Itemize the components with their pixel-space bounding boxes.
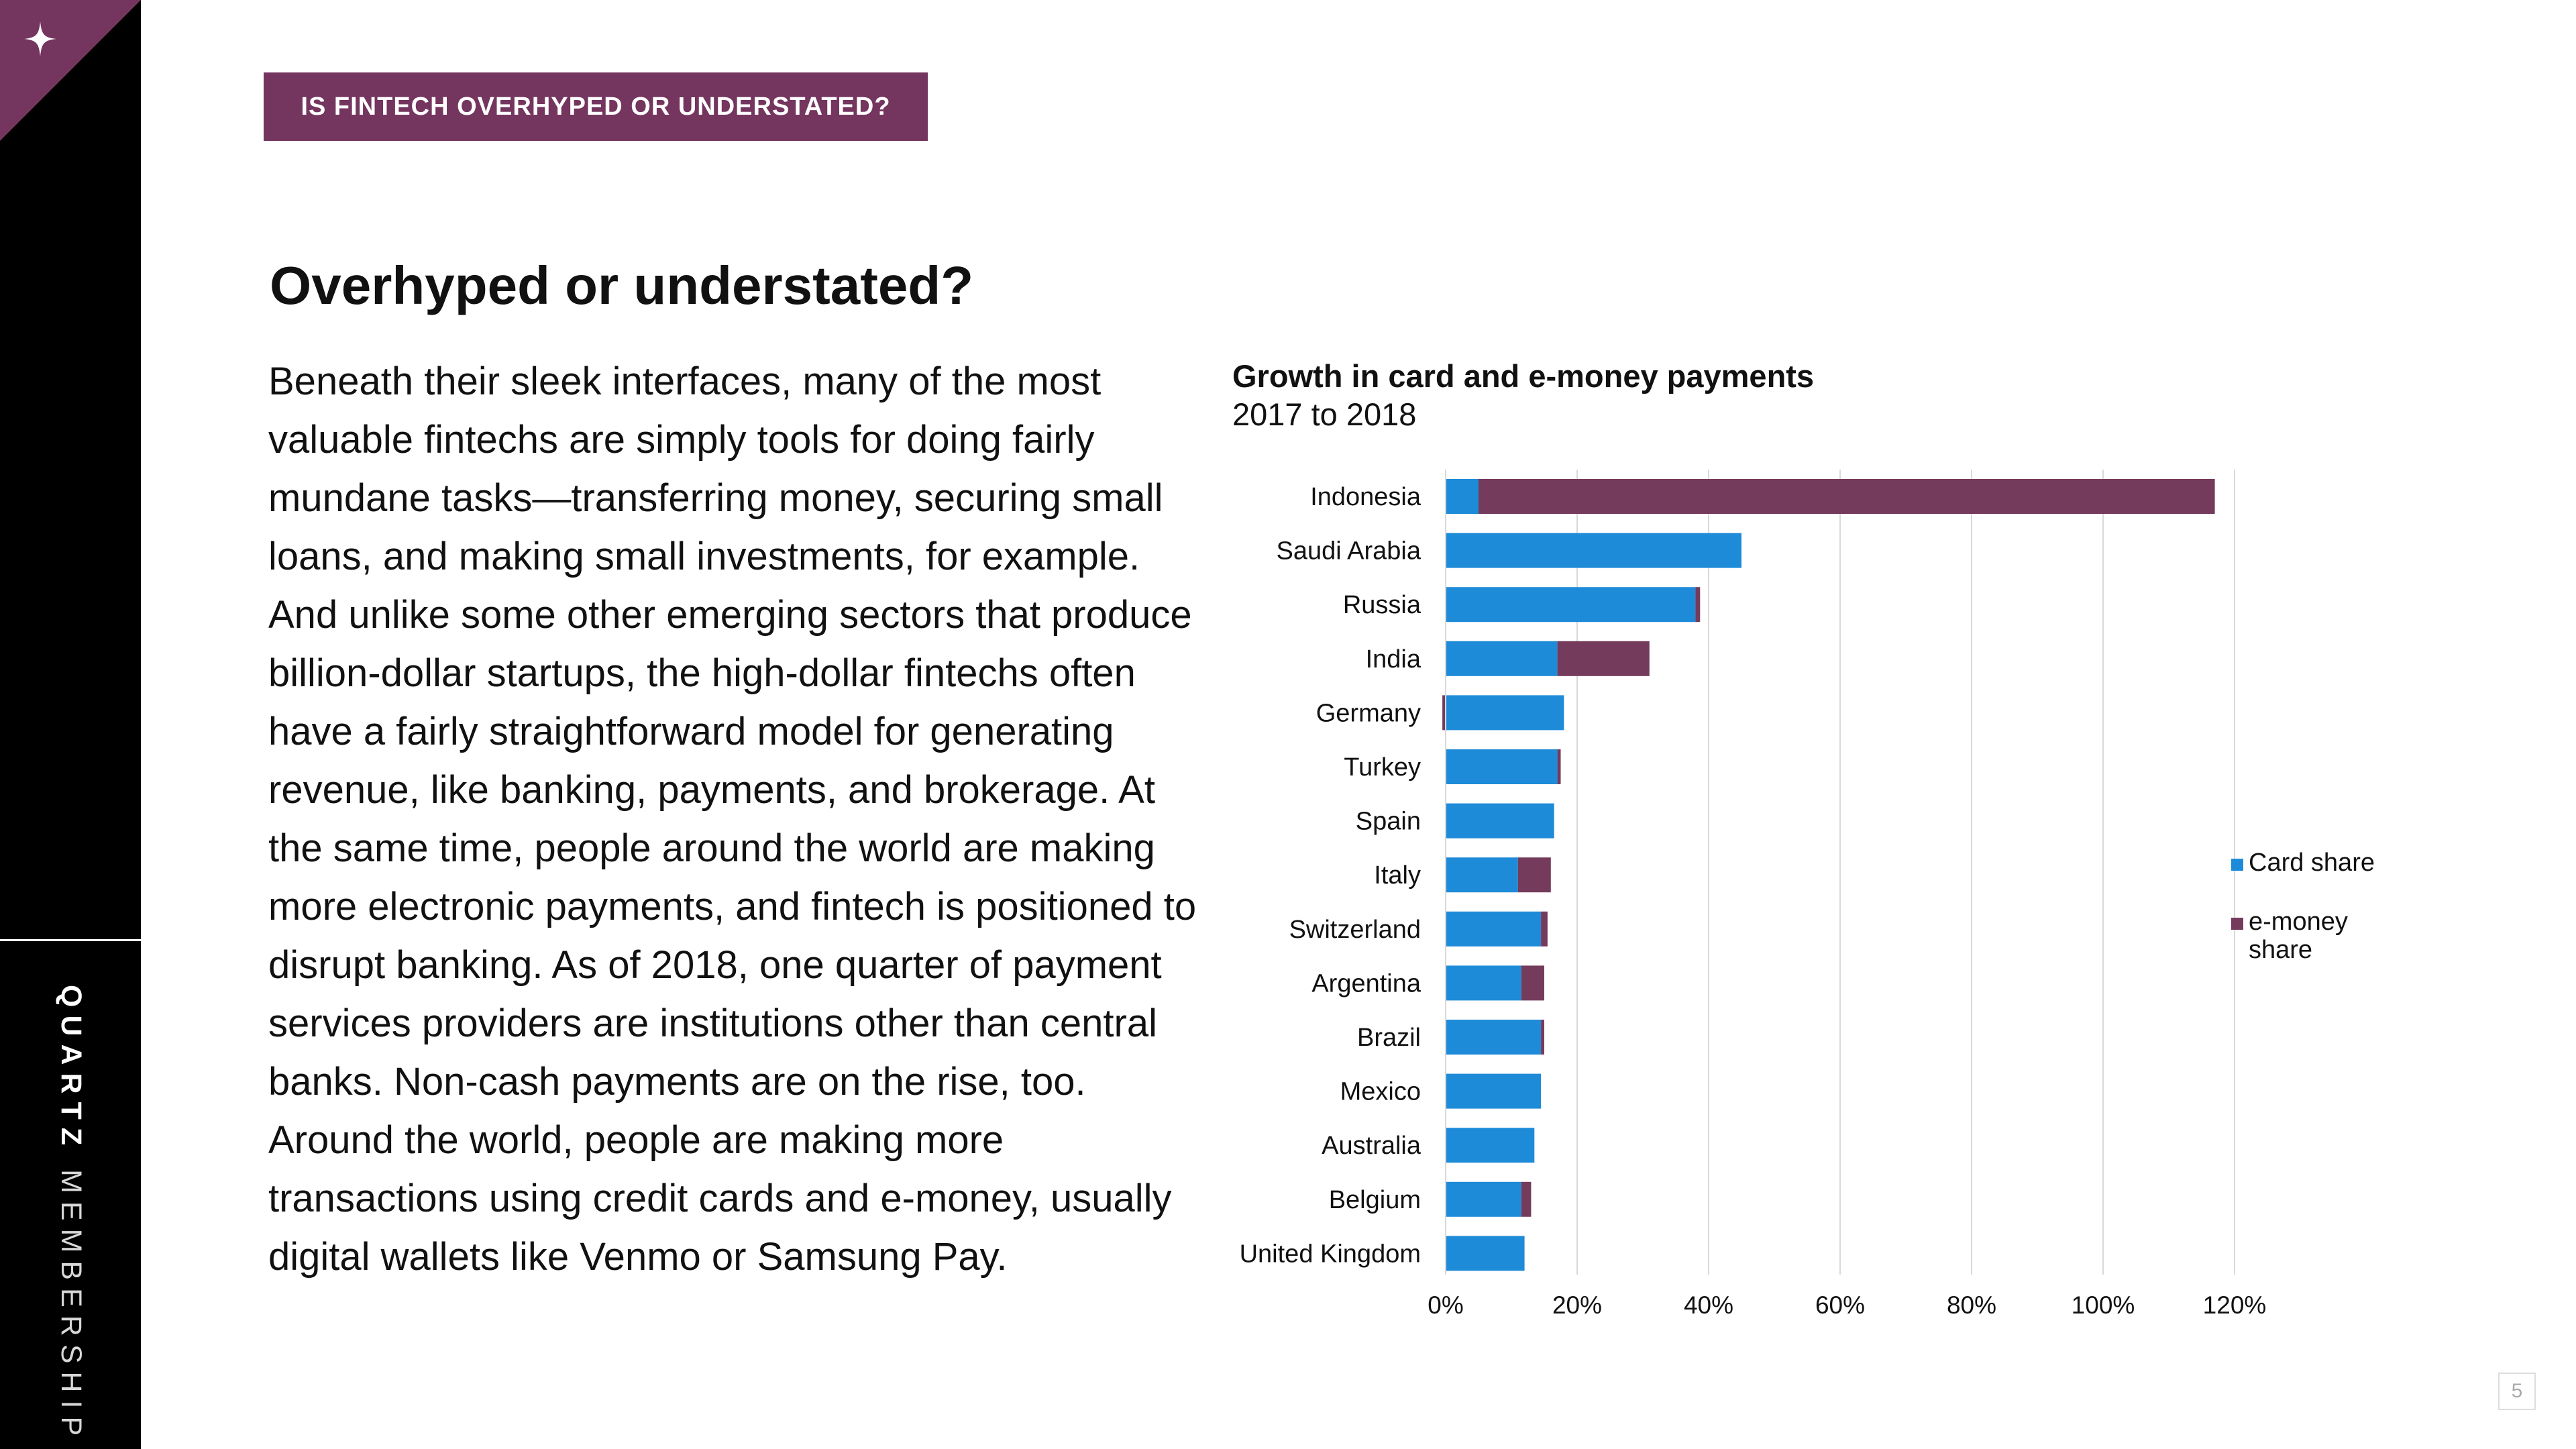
bar-e-money-share xyxy=(1521,1181,1532,1217)
legend-label: Card share xyxy=(2249,849,2375,877)
bar-card-share xyxy=(1446,533,1741,568)
bar-card-share xyxy=(1446,1020,1542,1055)
bar-card-share xyxy=(1446,749,1558,784)
bar-card-share xyxy=(1446,479,1479,514)
bar-e-money-share xyxy=(1557,641,1650,676)
bar-e-money-share xyxy=(1541,911,1548,947)
category-label: Germany xyxy=(1316,699,1421,727)
category-label: Belgium xyxy=(1329,1186,1421,1214)
category-label: Turkey xyxy=(1344,753,1421,782)
page-number: 5 xyxy=(2498,1373,2536,1410)
bar-e-money-share xyxy=(1695,587,1701,623)
category-label: Mexico xyxy=(1340,1078,1421,1106)
bar-card-share xyxy=(1446,641,1558,676)
category-label: United Kingdom xyxy=(1240,1240,1421,1268)
category-label: Indonesia xyxy=(1310,483,1421,511)
bar-card-share xyxy=(1446,1181,1521,1217)
x-tick-label: 80% xyxy=(1947,1291,1996,1319)
chart-subtitle: 2017 to 2018 xyxy=(1232,396,1417,432)
legend-label: e-money share xyxy=(2249,908,2348,964)
bar-card-share xyxy=(1446,803,1554,839)
bar-e-money-share xyxy=(1521,965,1544,1001)
bar-card-share xyxy=(1446,911,1542,947)
bar-e-money-share xyxy=(1479,479,2215,514)
x-tick-label: 40% xyxy=(1684,1291,1733,1319)
category-label: India xyxy=(1366,645,1421,674)
bar-card-share xyxy=(1446,965,1521,1001)
bar-e-money-share xyxy=(1517,857,1551,893)
category-label: Russia xyxy=(1343,591,1421,619)
x-tick-label: 20% xyxy=(1552,1291,1602,1319)
bar-card-share xyxy=(1446,1128,1535,1163)
bar-card-share xyxy=(1446,587,1696,623)
category-label: Saudi Arabia xyxy=(1277,537,1421,566)
x-tick-label: 0% xyxy=(1428,1291,1463,1319)
category-label: Italy xyxy=(1374,861,1421,890)
x-tick-label: 100% xyxy=(2072,1291,2135,1319)
chart-title: Growth in card and e-money payments xyxy=(1232,358,1815,394)
bar-card-share xyxy=(1446,1236,1525,1271)
corner-badge xyxy=(0,0,141,141)
category-label: Spain xyxy=(1356,808,1421,836)
legend-swatch xyxy=(2231,918,2243,930)
category-label: Argentina xyxy=(1311,969,1421,998)
bar-card-share xyxy=(1446,695,1564,731)
legend-swatch xyxy=(2231,859,2243,871)
x-tick-label: 60% xyxy=(1815,1291,1865,1319)
body-text: Beneath their sleek interfaces, many of … xyxy=(268,360,1197,1279)
bar-e-money-share xyxy=(1557,749,1561,784)
bar-e-money-share xyxy=(1442,695,1446,731)
sidebar-divider xyxy=(0,939,141,941)
x-tick-label: 120% xyxy=(2203,1291,2267,1319)
category-label: Brazil xyxy=(1357,1024,1421,1052)
bar-e-money-share xyxy=(1541,1020,1544,1055)
section-tag: IS FINTECH OVERHYPED OR UNDERSTATED? xyxy=(264,72,928,141)
category-label: Australia xyxy=(1322,1132,1421,1160)
bar-card-share xyxy=(1446,857,1518,893)
page-title: Overhyped or understated? xyxy=(270,256,974,315)
bar-card-share xyxy=(1446,1073,1542,1109)
sparkle-icon xyxy=(24,21,56,56)
sidebar: QUARTZ MEMBERSHIP xyxy=(0,0,141,1449)
category-label: Switzerland xyxy=(1289,916,1421,944)
